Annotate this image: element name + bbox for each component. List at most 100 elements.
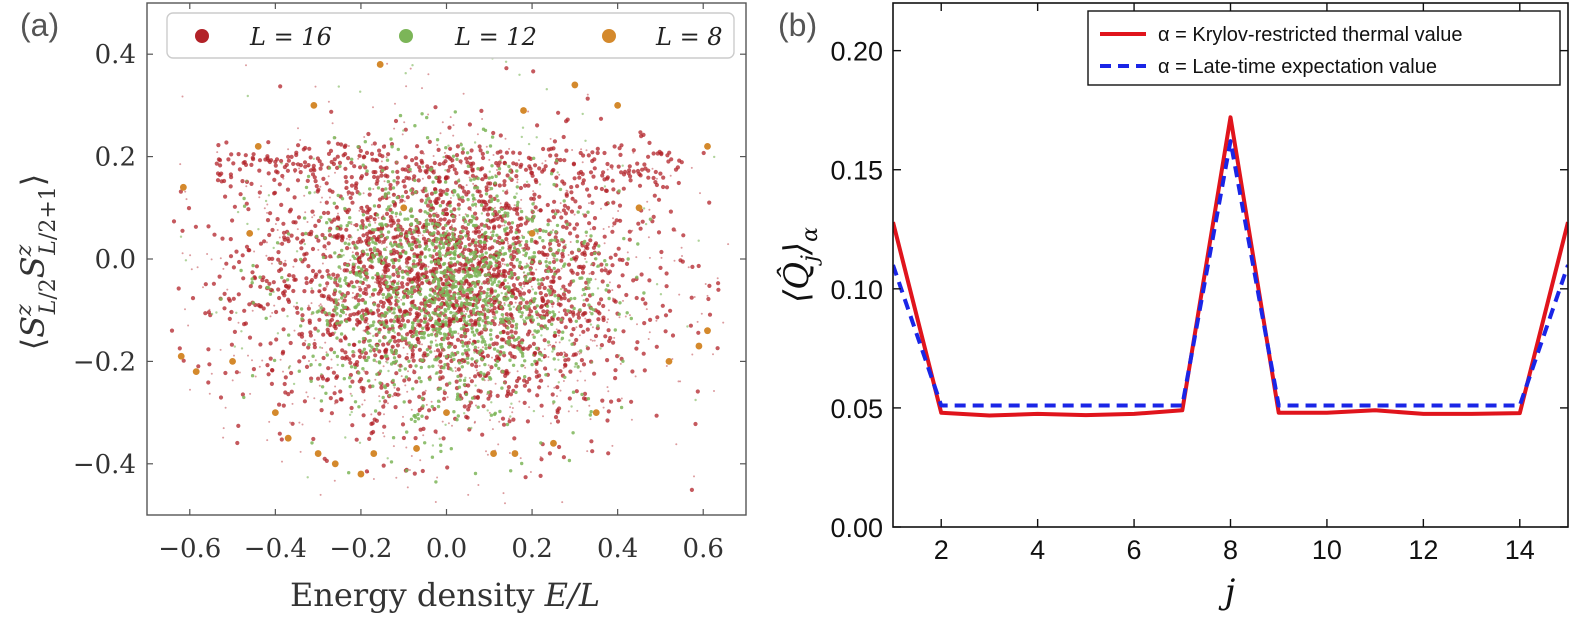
scatter-point	[545, 257, 548, 260]
scatter-point	[521, 287, 524, 290]
scatter-point	[444, 316, 448, 320]
scatter-point	[441, 436, 446, 441]
scatter-point	[318, 290, 321, 293]
scatter-point	[344, 436, 347, 439]
scatter-point	[473, 319, 478, 324]
scatter-point	[483, 128, 488, 133]
scatter-point	[434, 334, 439, 338]
scatter-point	[562, 296, 567, 301]
scatter-point	[418, 427, 423, 432]
scatter-point	[370, 143, 373, 146]
scatter-point	[181, 358, 186, 363]
scatter-point	[325, 221, 329, 225]
scatter-point	[500, 386, 504, 390]
scatter-point	[378, 369, 383, 373]
scatter-point	[507, 419, 512, 424]
scatter-point	[488, 194, 493, 199]
scatter-point	[186, 206, 192, 211]
scatter-point	[611, 200, 616, 205]
scatter-point	[257, 190, 262, 195]
scatter-point	[410, 287, 414, 291]
scatter-point	[282, 177, 285, 180]
scatter-point	[651, 151, 656, 156]
scatter-point	[397, 280, 400, 283]
scatter-point	[448, 146, 453, 151]
scatter-point	[381, 300, 386, 306]
scatter-point	[575, 234, 580, 239]
scatter-point	[356, 265, 361, 269]
scatter-point	[464, 213, 467, 216]
scatter-point	[504, 312, 509, 317]
scatter-point	[581, 112, 584, 116]
scatter-point	[446, 236, 451, 240]
scatter-point	[472, 253, 476, 257]
scatter-point	[486, 396, 491, 401]
scatter-point	[530, 297, 533, 300]
scatter-point	[450, 224, 453, 227]
scatter-point	[512, 305, 515, 309]
scatter-point	[344, 187, 347, 190]
scatter-point	[678, 258, 683, 263]
scatter-point	[277, 182, 282, 187]
scatter-point	[483, 327, 487, 331]
scatter-point	[368, 266, 370, 269]
legend-a-frame	[166, 12, 735, 59]
scatter-point	[477, 279, 481, 284]
scatter-point	[511, 269, 514, 272]
scatter-point	[619, 170, 624, 175]
scatter-point	[429, 191, 435, 196]
scatter-point	[523, 285, 526, 288]
scatter-point-L8	[704, 327, 711, 335]
scatter-point	[288, 340, 293, 346]
scatter-point	[409, 294, 414, 299]
scatter-point	[393, 127, 396, 130]
scatter-point	[265, 254, 268, 257]
scatter-point	[532, 409, 536, 413]
scatter-point	[420, 414, 424, 418]
scatter-point	[531, 318, 535, 322]
scatter-point	[473, 250, 478, 254]
scatter-point	[603, 334, 608, 339]
scatter-point	[630, 369, 635, 374]
scatter-point	[240, 392, 245, 397]
scatter-point	[518, 260, 522, 265]
scatter-point	[295, 310, 300, 315]
scatter-point	[511, 150, 516, 155]
scatter-point	[552, 199, 557, 204]
scatter-point	[470, 296, 475, 301]
scatter-point	[347, 471, 351, 475]
scatter-point	[444, 231, 448, 236]
scatter-point	[561, 134, 566, 140]
scatter-point	[519, 209, 524, 214]
scatter-point	[479, 108, 484, 113]
scatter-point	[522, 271, 526, 274]
scatter-point	[333, 278, 337, 282]
scatter-point	[242, 308, 247, 313]
scatter-point	[231, 296, 236, 301]
scatter-point	[381, 320, 386, 325]
scatter-point	[540, 353, 544, 357]
scatter-point	[603, 266, 606, 269]
scatter-point	[469, 379, 474, 384]
scatter-point	[530, 208, 533, 212]
scatter-point	[562, 245, 567, 250]
scatter-point	[654, 413, 659, 418]
scatter-point	[404, 260, 409, 265]
scatter-point	[551, 279, 556, 284]
scatter-point	[210, 258, 213, 261]
scatter-point	[385, 280, 389, 285]
scatter-point	[496, 171, 501, 176]
scatter-point	[400, 245, 404, 249]
scatter-point	[244, 201, 249, 206]
scatter-point	[365, 248, 368, 251]
scatter-point	[478, 273, 482, 277]
scatter-point	[370, 292, 376, 297]
scatter-point	[396, 291, 400, 295]
scatter-point	[500, 218, 505, 223]
scatter-point	[571, 149, 574, 151]
scatter-point	[356, 228, 360, 232]
scatter-point	[219, 257, 222, 260]
scatter-point	[652, 193, 657, 198]
scatter-point	[389, 137, 393, 141]
scatter-point	[576, 315, 582, 320]
